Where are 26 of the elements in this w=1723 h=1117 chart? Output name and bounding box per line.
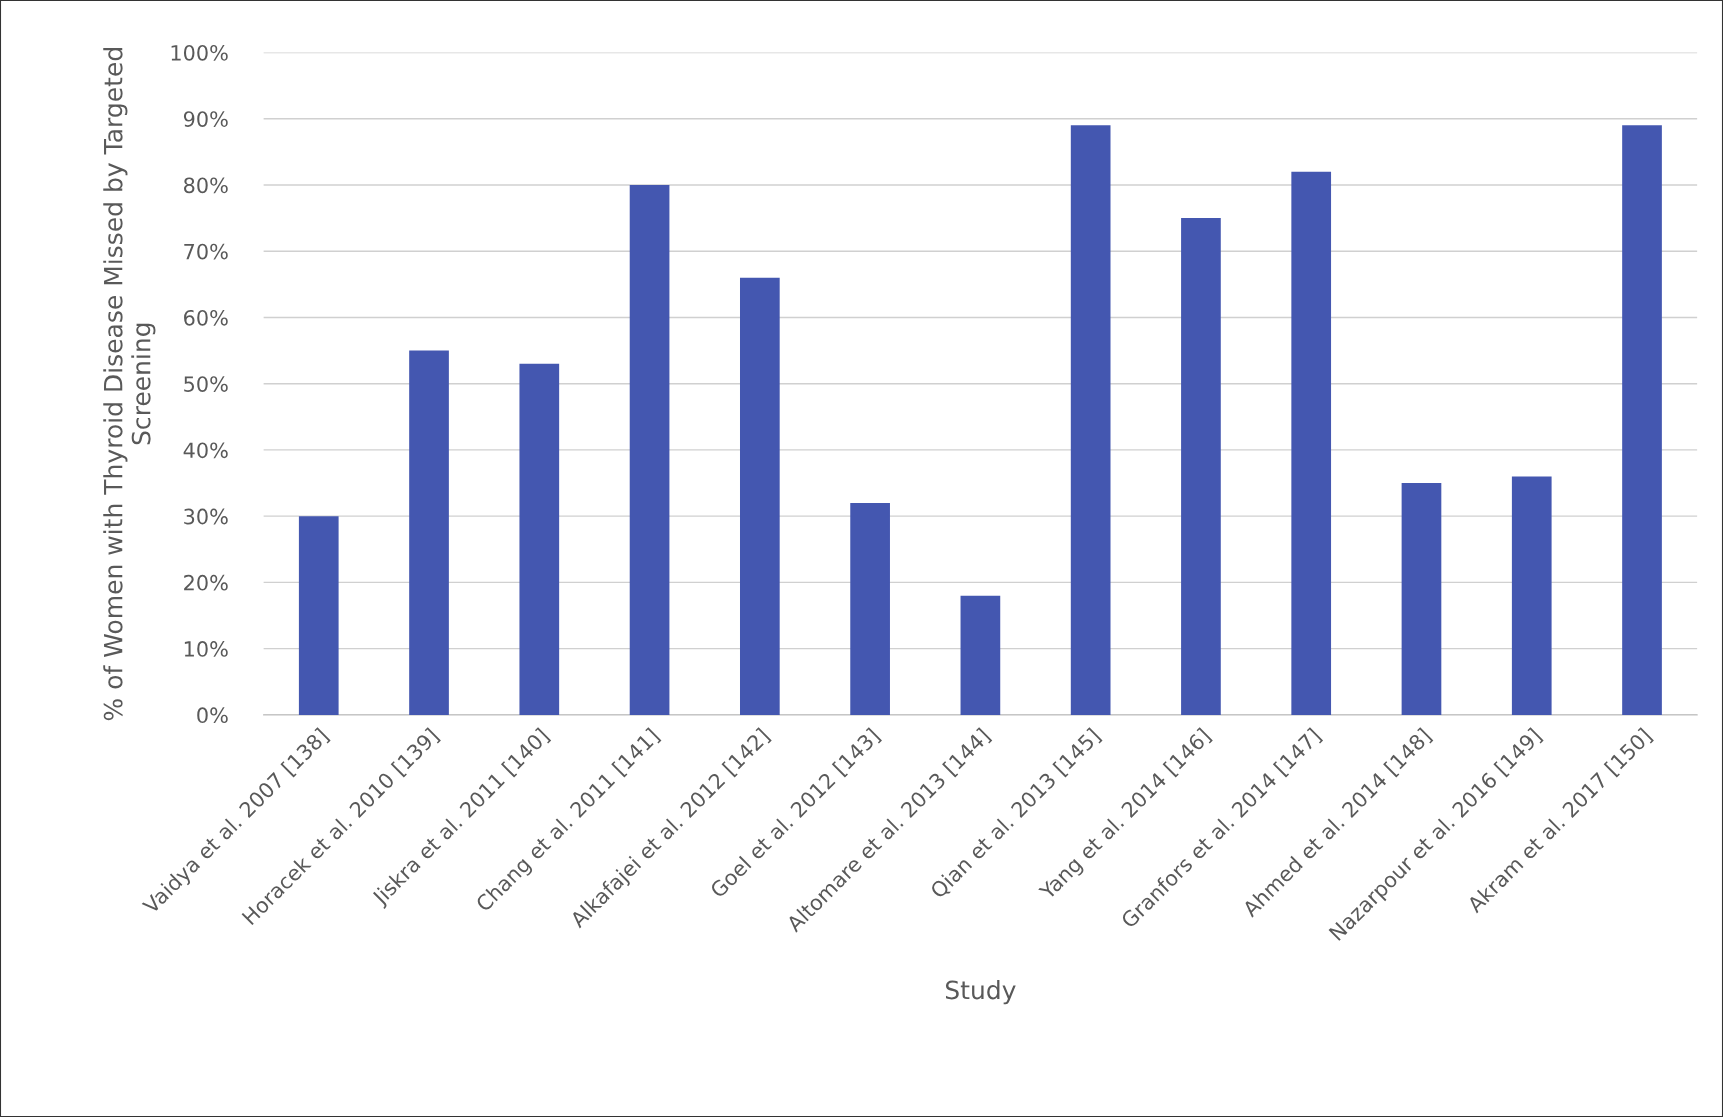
bar: [1511, 476, 1552, 715]
y-tick-label: 50%: [184, 376, 228, 392]
y-tick-label: 20%: [184, 574, 228, 591]
bar: [409, 350, 449, 715]
bar: [850, 502, 890, 715]
y-tick-label: 80%: [184, 177, 228, 194]
bar: [298, 516, 339, 715]
y-tick-label: 70%: [184, 243, 228, 260]
y-tick-label: 40%: [183, 442, 228, 459]
bar: [629, 184, 670, 715]
y-tick-label: 100%: [171, 44, 228, 61]
bar: [1622, 125, 1662, 715]
bar: [1070, 125, 1111, 715]
y-tick-label: 0%: [197, 707, 228, 724]
bar: [1401, 483, 1442, 715]
y-tick-label: 90%: [183, 111, 228, 127]
y-axis-title: % of Women with Thyroid Disease Missed by Targeted Screening: [103, 48, 156, 721]
y-tick-label: 30%: [184, 508, 228, 525]
bar: [1181, 218, 1221, 715]
bar: [1291, 171, 1332, 715]
bar: [519, 363, 560, 715]
y-tick-label: 10%: [184, 641, 228, 657]
bar: [960, 595, 1001, 715]
x-axis-title: Study: [945, 980, 1016, 1005]
bar: [739, 277, 780, 715]
y-tick-label: 60%: [184, 309, 228, 326]
